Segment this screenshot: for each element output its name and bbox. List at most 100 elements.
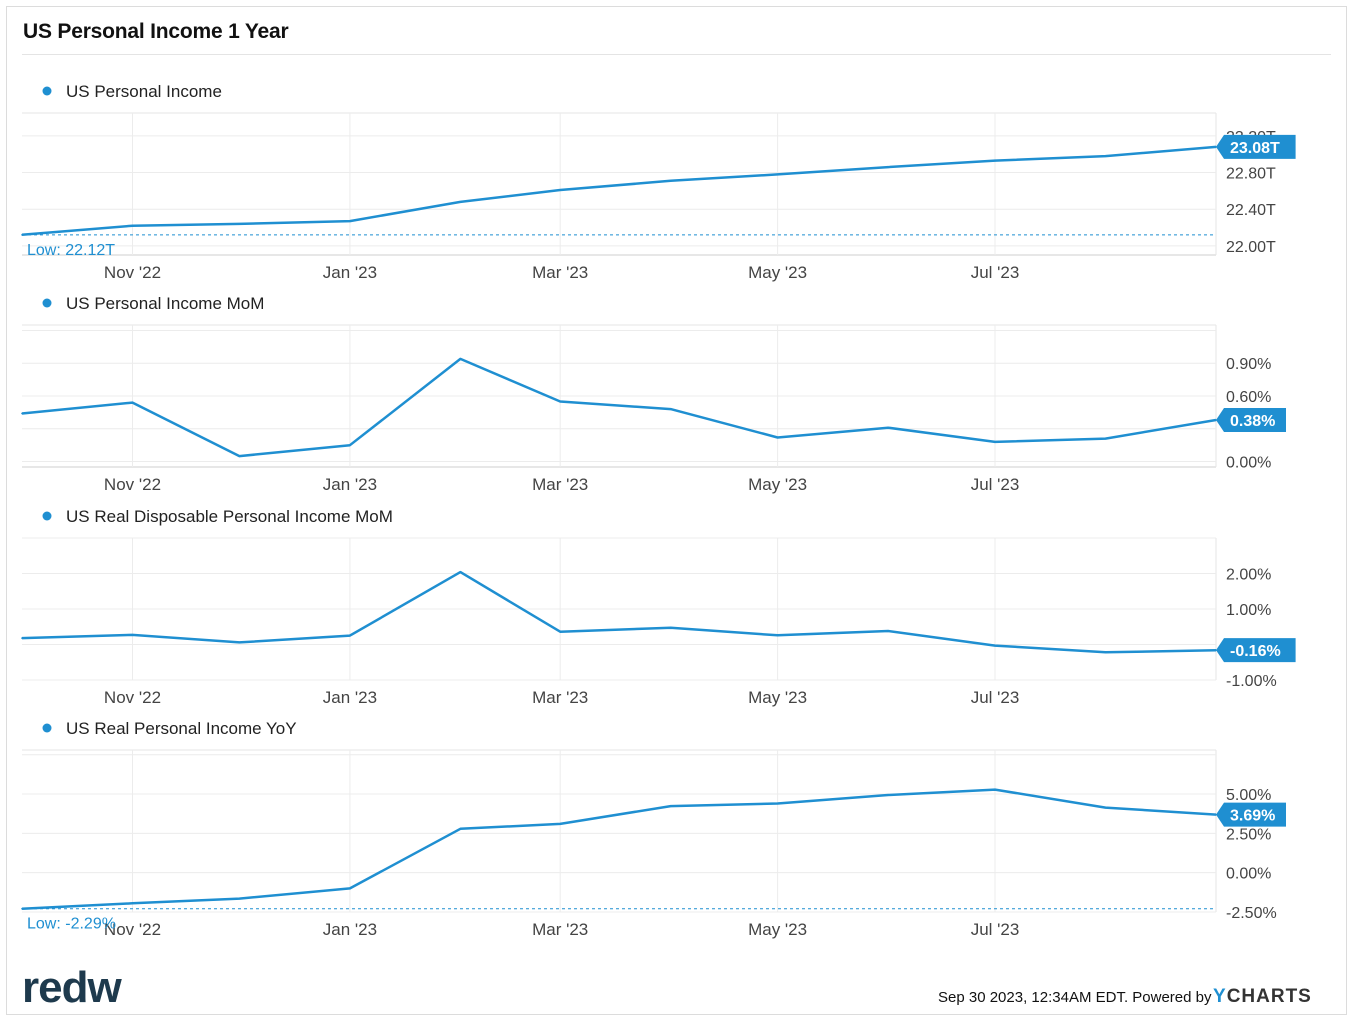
legend-label: US Personal Income bbox=[66, 82, 222, 101]
legend-marker bbox=[42, 86, 52, 96]
data-point bbox=[459, 201, 462, 203]
ycharts-brand[interactable]: YCHARTS bbox=[1213, 986, 1312, 1008]
series-line bbox=[21, 788, 1217, 910]
data-point bbox=[131, 401, 134, 404]
chart-title: US Personal Income 1 Year bbox=[23, 20, 289, 43]
data-point bbox=[1104, 806, 1107, 809]
x-tick-label: Jan '23 bbox=[323, 920, 377, 939]
chart-frame bbox=[6, 6, 1347, 1015]
data-point bbox=[887, 426, 889, 429]
data-point bbox=[238, 897, 241, 900]
data-point bbox=[21, 637, 23, 639]
data-point bbox=[559, 189, 561, 191]
x-tick-label: Nov '22 bbox=[104, 475, 161, 494]
data-point bbox=[349, 634, 351, 637]
y-tick-label: 0.00% bbox=[1226, 866, 1271, 883]
redw-logo: redw bbox=[22, 966, 123, 1010]
x-tick-label: May '23 bbox=[748, 475, 807, 494]
data-point bbox=[349, 887, 351, 890]
data-point bbox=[459, 571, 462, 573]
last-value-label: 23.08T bbox=[1230, 140, 1280, 157]
x-tick-label: Mar '23 bbox=[532, 920, 588, 939]
y-tick-label: 1.00% bbox=[1226, 602, 1271, 619]
x-tick-label: May '23 bbox=[748, 263, 807, 282]
legend-label: US Personal Income MoM bbox=[66, 294, 264, 313]
data-point bbox=[131, 224, 134, 227]
x-tick-label: May '23 bbox=[748, 688, 807, 707]
series-line bbox=[21, 357, 1217, 458]
x-tick-label: Jul '23 bbox=[971, 475, 1020, 494]
data-point bbox=[994, 644, 996, 647]
data-point bbox=[669, 627, 672, 629]
data-point bbox=[21, 907, 23, 910]
y-tick-label: 0.90% bbox=[1226, 356, 1271, 373]
legend-label: US Real Disposable Personal Income MoM bbox=[66, 507, 393, 526]
x-tick-label: May '23 bbox=[748, 920, 807, 939]
data-point bbox=[1104, 651, 1107, 654]
data-point bbox=[559, 630, 561, 633]
data-point bbox=[238, 223, 241, 225]
x-tick-label: Mar '23 bbox=[532, 475, 588, 494]
x-tick-label: Mar '23 bbox=[532, 263, 588, 282]
last-value-label: 0.38% bbox=[1230, 413, 1275, 430]
data-point bbox=[21, 412, 23, 415]
x-tick-label: Jan '23 bbox=[323, 688, 377, 707]
title-divider bbox=[22, 54, 1331, 55]
y-tick-label: 5.00% bbox=[1226, 787, 1271, 804]
legend-marker bbox=[42, 298, 52, 308]
legend-marker bbox=[42, 723, 52, 733]
data-point bbox=[238, 641, 241, 644]
data-point bbox=[459, 827, 462, 830]
x-tick-label: Jan '23 bbox=[323, 475, 377, 494]
last-value-badge bbox=[1216, 134, 1296, 159]
y-tick-label: -2.50% bbox=[1226, 905, 1277, 922]
y-tick-label: 0.60% bbox=[1226, 389, 1271, 406]
data-point bbox=[238, 455, 241, 457]
series-line bbox=[21, 145, 1217, 237]
footer-timestamp: Sep 30 2023, 12:34AM EDT. Powered by bbox=[938, 989, 1212, 1006]
logo-text: redw bbox=[22, 966, 122, 1010]
y-tick-label: 22.80T bbox=[1226, 166, 1276, 183]
x-tick-label: Nov '22 bbox=[104, 688, 161, 707]
legend-label: US Real Personal Income YoY bbox=[66, 719, 297, 738]
data-point bbox=[887, 166, 889, 168]
data-point bbox=[776, 802, 779, 805]
data-point bbox=[349, 220, 351, 222]
y-tick-label: 0.00% bbox=[1226, 455, 1271, 472]
last-value-label: -0.16% bbox=[1230, 643, 1281, 660]
x-tick-label: Jul '23 bbox=[971, 688, 1020, 707]
y-tick-label: -1.00% bbox=[1226, 673, 1277, 690]
data-point bbox=[887, 794, 889, 796]
data-point bbox=[349, 444, 351, 446]
ycharts-brand-rest: CHARTS bbox=[1226, 986, 1312, 1007]
data-point bbox=[669, 408, 672, 410]
data-point bbox=[994, 159, 996, 162]
data-point bbox=[131, 634, 134, 636]
x-tick-label: Nov '22 bbox=[104, 920, 161, 939]
x-tick-label: Nov '22 bbox=[104, 263, 161, 282]
x-tick-label: Jul '23 bbox=[971, 263, 1020, 282]
data-point bbox=[776, 173, 779, 176]
data-point bbox=[887, 630, 889, 632]
low-label: Low: -2.29% bbox=[27, 916, 116, 933]
data-point bbox=[669, 179, 672, 182]
data-point bbox=[131, 902, 134, 905]
data-point bbox=[559, 823, 561, 825]
x-tick-label: Jul '23 bbox=[971, 920, 1020, 939]
last-value-label: 3.69% bbox=[1230, 808, 1275, 825]
last-value-badge bbox=[1216, 408, 1286, 433]
last-value-badge bbox=[1216, 802, 1286, 827]
y-tick-label: 2.50% bbox=[1226, 826, 1271, 843]
data-point bbox=[1104, 155, 1107, 157]
legend-marker bbox=[42, 511, 52, 521]
y-tick-label: 22.00T bbox=[1226, 239, 1276, 256]
x-tick-label: Mar '23 bbox=[532, 688, 588, 707]
data-point bbox=[776, 436, 779, 439]
data-point bbox=[559, 400, 561, 403]
data-point bbox=[994, 441, 996, 443]
data-point bbox=[994, 788, 996, 791]
data-point bbox=[669, 805, 672, 807]
data-point bbox=[776, 634, 779, 637]
data-point bbox=[1104, 437, 1107, 440]
